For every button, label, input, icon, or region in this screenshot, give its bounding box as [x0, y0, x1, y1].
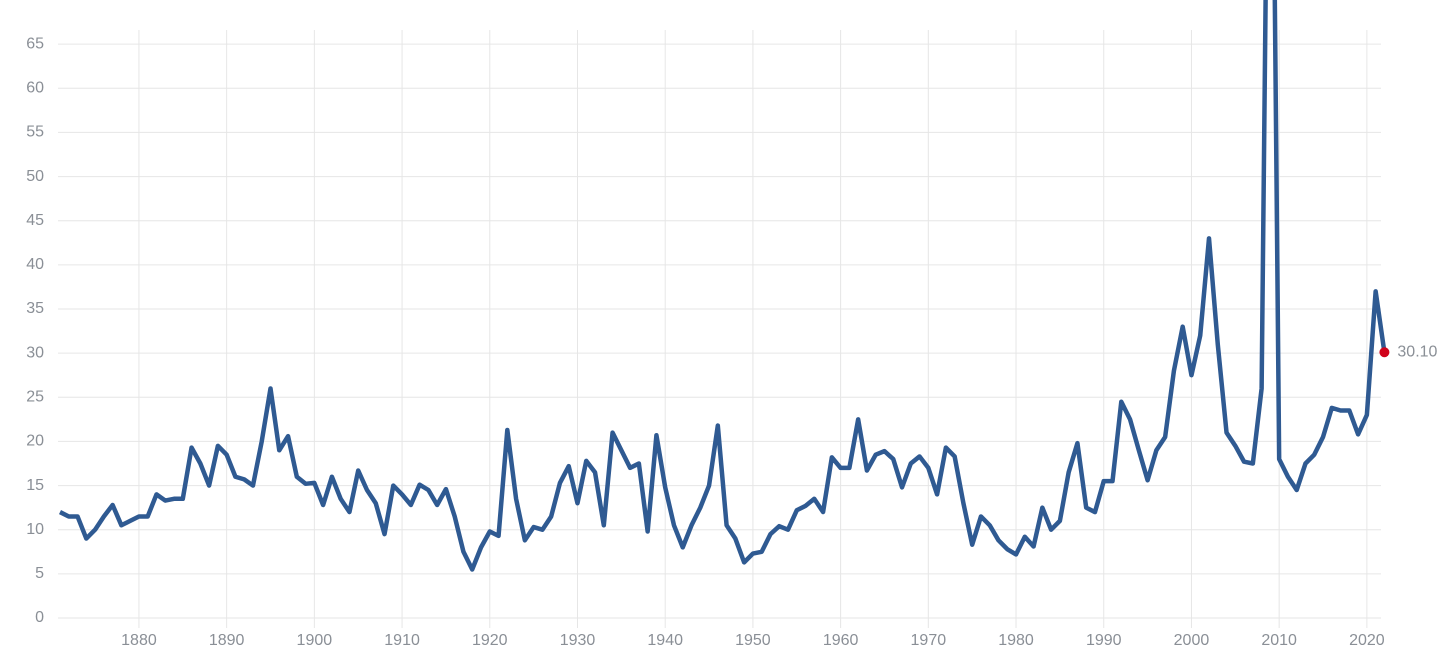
x-tick-label: 1900 [297, 632, 333, 649]
y-tick-label: 35 [26, 300, 44, 317]
y-tick-label: 20 [26, 433, 44, 450]
x-tick-label: 2020 [1349, 632, 1385, 649]
x-tick-label: 1980 [998, 632, 1034, 649]
x-tick-label: 1880 [121, 632, 157, 649]
x-tick-label: 1970 [911, 632, 947, 649]
x-tick-label: 2010 [1261, 632, 1297, 649]
x-tick-label: 1940 [647, 632, 683, 649]
y-tick-label: 25 [26, 389, 44, 406]
y-tick-label: 55 [26, 124, 44, 141]
x-tick-label: 1910 [384, 632, 420, 649]
y-tick-label: 30 [26, 344, 44, 361]
last-point [1379, 347, 1390, 358]
x-tick-label: 1950 [735, 632, 771, 649]
y-tick-label: 15 [26, 477, 44, 494]
x-tick-label: 1990 [1086, 632, 1122, 649]
y-tick-label: 5 [35, 565, 44, 582]
x-tick-label: 1960 [823, 632, 859, 649]
x-tick-label: 1930 [560, 632, 596, 649]
x-tick-label: 1920 [472, 632, 508, 649]
y-tick-label: 0 [35, 609, 44, 626]
y-tick-label: 50 [26, 168, 44, 185]
y-tick-label: 60 [26, 80, 44, 97]
x-tick-label: 1890 [209, 632, 245, 649]
y-tick-label: 65 [26, 35, 44, 52]
x-tick-label: 2000 [1174, 632, 1210, 649]
line-series [58, 0, 1387, 572]
last-value-label: 30.10 [1397, 343, 1437, 360]
y-tick-label: 10 [26, 521, 44, 538]
y-tick-label: 45 [26, 212, 44, 229]
y-tick-label: 40 [26, 256, 44, 273]
